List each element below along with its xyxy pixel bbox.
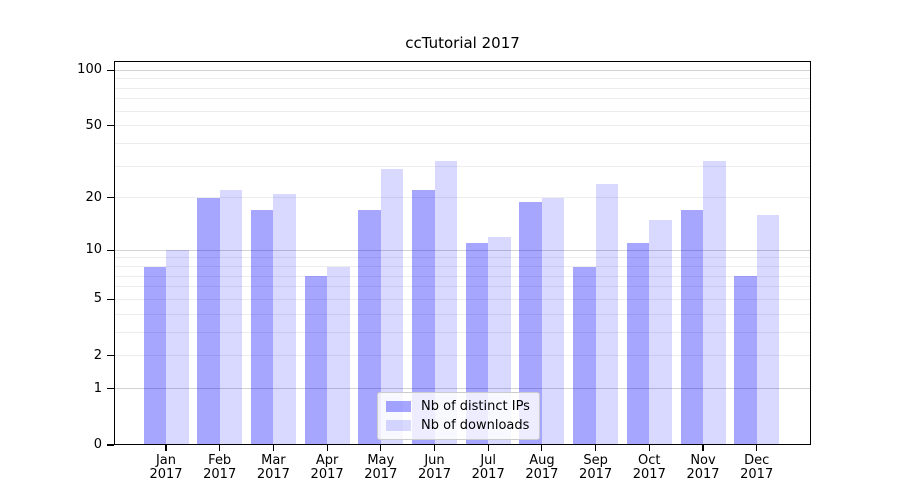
bar-distinct-ips-2: [250, 210, 274, 445]
bar-distinct-ips-0: [143, 266, 166, 445]
x-tick-mark: [380, 445, 382, 451]
y-tick-label: 0: [93, 437, 102, 452]
bar-distinct-ips-3: [304, 276, 328, 445]
x-tick-mark: [165, 445, 167, 451]
x-tick-label: Jan 2017: [149, 453, 183, 482]
plot-area: Nb of distinct IPs Nb of downloads 100 50…: [77, 61, 811, 482]
bar-downloads-0: [166, 250, 189, 445]
y-tick-label: 5: [93, 291, 102, 307]
y-tick-label: 1: [93, 380, 102, 396]
minor-gridline: [114, 165, 811, 167]
minor-gridline: [114, 110, 811, 112]
bar-downloads-3: [327, 266, 350, 445]
bar-downloads-4: [380, 168, 404, 445]
y-tick-mark: [107, 69, 114, 71]
y-tick-label: 20: [85, 189, 102, 205]
legend-label-downloads: Nb of downloads: [421, 418, 530, 433]
x-tick-label: Jul 2017: [471, 453, 505, 482]
y-tick-mark: [107, 355, 114, 357]
x-tick-label: Sep 2017: [579, 453, 613, 482]
x-tick-mark: [326, 445, 328, 451]
minor-gridline: [114, 286, 811, 288]
chart-title: ccTutorial 2017: [405, 34, 520, 52]
legend-swatch-distinct-ips: [386, 401, 411, 412]
y-tick-mark: [107, 197, 114, 199]
bar-distinct-ips-10: [680, 210, 703, 445]
y-tick-mark: [107, 125, 114, 127]
x-tick-mark: [595, 445, 597, 451]
bar-downloads-2: [273, 193, 296, 445]
bar-distinct-ips-1: [197, 197, 220, 445]
legend-label-distinct-ips: Nb of distinct IPs: [421, 399, 530, 414]
x-tick-mark: [756, 445, 758, 451]
bar-downloads-11: [756, 214, 780, 445]
bar-downloads-8: [595, 183, 619, 445]
x-tick-label: Jun 2017: [417, 453, 452, 482]
y-tick-label: 100: [77, 62, 102, 78]
minor-gridline: [114, 142, 811, 144]
y-tick-mark: [107, 298, 114, 301]
bar-downloads-1: [219, 190, 243, 445]
bar-distinct-ips-7: [519, 201, 542, 445]
minor-gridline: [114, 275, 811, 277]
bar-downloads-7: [541, 197, 565, 445]
y-tick-mark: [107, 249, 114, 251]
minor-gridline: [114, 87, 811, 89]
bar-distinct-ips-5: [412, 190, 435, 445]
minor-gridline: [114, 331, 811, 333]
bar-downloads-5: [434, 160, 457, 445]
minor-gridline: [114, 355, 811, 357]
x-tick-label: Feb 2017: [203, 453, 237, 482]
minor-gridline: [114, 313, 811, 315]
major-gridline: [114, 388, 811, 390]
x-tick-label: Oct 2017: [632, 453, 666, 482]
minor-gridline: [114, 98, 811, 100]
legend-swatch-downloads: [386, 420, 411, 431]
major-gridline: [114, 69, 811, 71]
x-tick-mark: [702, 445, 704, 451]
x-tick-label: Dec 2017: [740, 453, 774, 482]
bar-distinct-ips-9: [626, 243, 650, 445]
x-tick-label: Aug 2017: [525, 453, 559, 482]
x-tick-label: Mar 2017: [256, 453, 290, 482]
bar-downloads-10: [703, 160, 726, 445]
y-tick-label: 50: [85, 117, 102, 133]
major-gridline: [114, 249, 811, 251]
x-tick-mark: [219, 445, 221, 451]
minor-gridline: [114, 257, 811, 259]
bar-downloads-9: [649, 219, 672, 445]
y-tick-label: 10: [85, 242, 102, 258]
minor-gridline: [114, 298, 811, 300]
y-tick-mark: [107, 444, 114, 446]
x-tick-mark: [541, 445, 543, 451]
x-tick-label: Apr 2017: [310, 453, 344, 482]
minor-gridline: [114, 197, 811, 199]
x-tick-mark: [433, 445, 436, 451]
legend-item-downloads: Nb of downloads: [386, 418, 530, 433]
minor-gridline: [114, 266, 811, 268]
minor-gridline: [114, 78, 811, 80]
legend: Nb of distinct IPs Nb of downloads: [377, 392, 540, 440]
bar-distinct-ips-11: [734, 276, 757, 445]
minor-gridline: [114, 125, 811, 127]
bar-distinct-ips-4: [358, 210, 381, 445]
x-tick-mark: [272, 445, 274, 451]
y-tick-mark: [107, 388, 114, 390]
x-tick-mark: [487, 445, 489, 451]
x-tick-label: Nov 2017: [686, 453, 720, 482]
legend-item-distinct-ips: Nb of distinct IPs: [386, 399, 530, 414]
bar-distinct-ips-8: [573, 266, 596, 445]
x-tick-label: May 2017: [364, 453, 398, 482]
x-tick-mark: [648, 445, 650, 451]
y-tick-label: 2: [93, 347, 102, 363]
